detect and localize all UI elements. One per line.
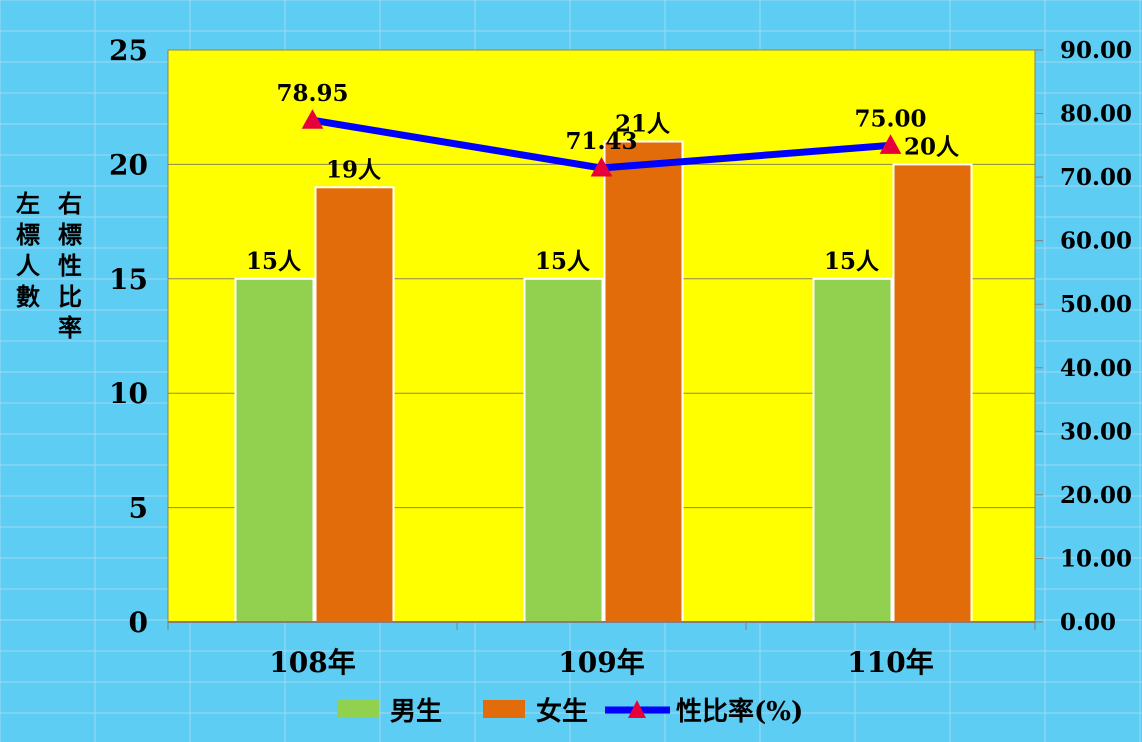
- right-tick-label: 20.00: [1060, 482, 1132, 509]
- left-axis-title-char: 左: [16, 189, 40, 218]
- right-tick-label: 0.00: [1060, 609, 1116, 636]
- legend: 男生 女生 性比率(%): [337, 696, 803, 727]
- x-tick-label: 108年: [269, 646, 355, 679]
- bar-female: [892, 163, 973, 623]
- left-axis-title-char: 標: [16, 220, 40, 249]
- left-tick-label: 5: [129, 492, 148, 525]
- bar-label: 15人: [246, 248, 302, 275]
- data-labels: 15人 19人 15人 21人 15人 20人 78.95 71.43 75.00: [246, 80, 960, 275]
- sex-ratio-marker: [879, 134, 902, 154]
- sex-ratio-label: 71.43: [565, 128, 637, 155]
- left-tick-label: 0: [129, 606, 148, 639]
- bar-female: [314, 186, 395, 623]
- x-axis: 108年 109年 110年: [167, 621, 1036, 679]
- bar-label: 20人: [904, 133, 960, 160]
- legend-marker-sex-ratio: [628, 700, 646, 718]
- left-axis-title-char: 數: [16, 282, 40, 311]
- left-axis-title-char: 人: [16, 251, 40, 280]
- legend-label-sex-ratio: 性比率(%): [676, 696, 803, 727]
- right-tick-label: 40.00: [1060, 355, 1132, 382]
- right-axis-title-char: 標: [58, 220, 82, 249]
- right-tick-label: 30.00: [1060, 418, 1132, 445]
- sex-ratio-marker: [590, 156, 613, 177]
- right-axis-title-char: 性: [58, 251, 82, 280]
- right-tick-label: 70.00: [1060, 164, 1132, 191]
- right-axis-title-char: 比: [58, 282, 82, 311]
- bar-female: [603, 140, 684, 624]
- sex-ratio-label: 78.95: [276, 80, 348, 107]
- right-axis-title-char: 右: [58, 189, 82, 218]
- bar-label: 21人: [615, 111, 671, 138]
- legend-swatch-male: [337, 700, 379, 718]
- right-tick-label: 60.00: [1060, 228, 1132, 255]
- bar-label: 15人: [535, 248, 591, 275]
- legend-swatch-female: [483, 700, 525, 718]
- legend-label-female: 女生: [536, 696, 588, 727]
- right-axis: 0.00 10.00 20.00 30.00 40.00 50.00 60.00 70.00 8…: [1034, 37, 1132, 636]
- bar-male: [812, 277, 893, 623]
- sex-ratio-line: [301, 109, 902, 177]
- right-tick-label: 50.00: [1060, 291, 1132, 318]
- bars: [234, 140, 973, 624]
- left-tick-label: 10: [109, 377, 148, 410]
- x-tick-label: 109年: [558, 646, 644, 679]
- left-tick-label: 25: [109, 34, 148, 67]
- right-tick-label: 90.00: [1060, 37, 1132, 64]
- left-tick-label: 20: [109, 148, 148, 181]
- right-tick-label: 80.00: [1060, 101, 1132, 128]
- bar-label: 15人: [824, 248, 880, 275]
- bar-label: 19人: [326, 156, 382, 183]
- x-tick-label: 110年: [847, 646, 933, 679]
- bar-male: [523, 277, 604, 623]
- right-axis-title-char: 率: [58, 313, 82, 342]
- sex-ratio-marker: [301, 109, 324, 129]
- bar-male: [234, 277, 315, 623]
- legend-label-male: 男生: [390, 697, 442, 727]
- left-tick-label: 15: [109, 263, 148, 296]
- sex-ratio-label: 75.00: [854, 105, 926, 132]
- right-tick-label: 10.00: [1060, 545, 1132, 572]
- left-axis: 0 5 10 15 20 25: [109, 34, 169, 639]
